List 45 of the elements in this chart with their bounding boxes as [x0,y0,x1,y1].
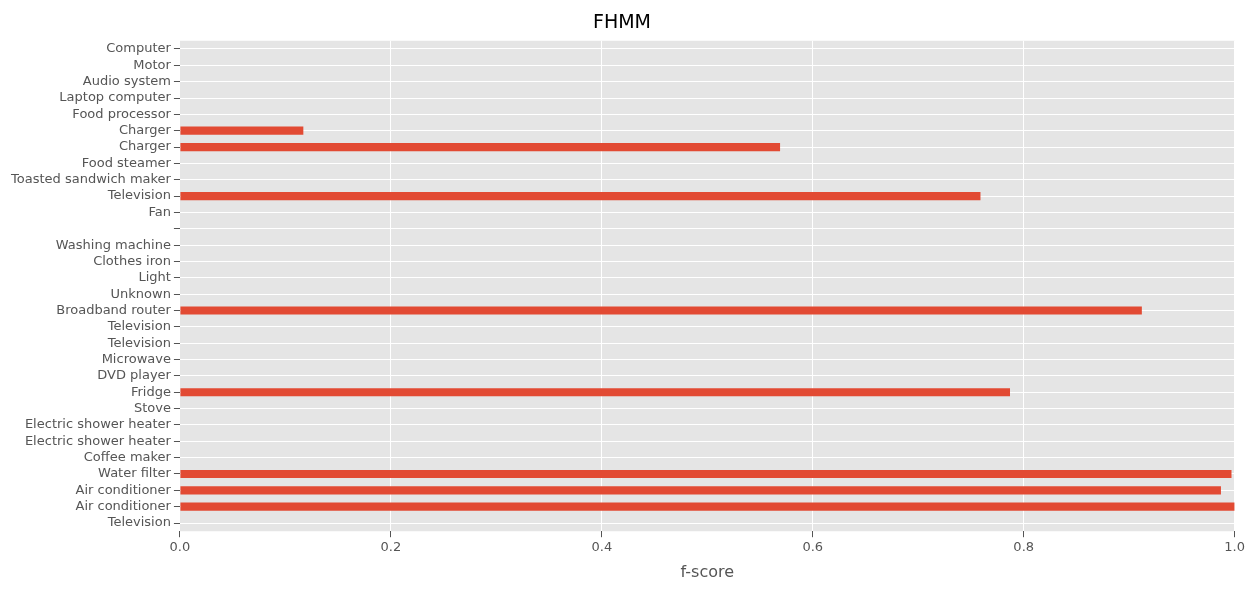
bar [180,126,304,135]
y-tick-label: Charger [118,122,172,138]
y-tick-label: Motor [133,56,172,72]
y-tick-label: Broadband router [56,301,172,317]
y-tick-label: Toasted sandwich maker [10,171,172,187]
bar [180,486,1221,495]
x-tick-label: 0.6 [802,539,824,555]
y-tick-label: Microwave [101,350,171,366]
y-tick-label: Television [106,514,171,530]
bar [180,142,781,152]
y-tick-label: Laptop computer [59,89,172,105]
y-tick-label: Fan [148,203,171,219]
y-tick-label: Audio system [82,73,171,89]
y-tick-label: Fridge [130,383,171,399]
y-tick-label: Washing machine [55,236,171,252]
y-tick-label: Unknown [110,285,171,301]
x-tick-label: 1.0 [1224,539,1246,555]
y-tick-label: Television [106,187,171,203]
y-tick-label: Electric shower heater [24,416,172,432]
x-tick-label: 0.8 [1013,539,1035,555]
x-tick-label: 0.4 [591,539,613,555]
x-tick-label: 0.0 [169,539,191,555]
y-tick-label: Light [138,269,171,285]
bar [180,388,1011,397]
y-tick-label: Television [106,334,171,350]
bar [180,469,1232,479]
bar [180,502,1235,511]
y-tick-label: Food steamer [81,154,172,170]
y-tick-label: Clothes iron [93,252,171,268]
x-tick-label: 0.2 [380,539,402,555]
bar [180,192,981,201]
y-tick-label: Air conditioner [75,498,172,514]
bar [180,306,1142,315]
y-tick-label: DVD player [97,367,172,383]
y-tick-label: Food processor [72,105,172,121]
y-tick-label: Stove [133,399,171,415]
chart-title: FHMM [592,10,652,33]
y-tick-label: Television [106,318,171,334]
y-tick-label: Electric shower heater [24,432,172,448]
y-tick-label: Coffee maker [83,449,172,465]
y-tick-label: Charger [118,138,172,154]
y-tick-label: Computer [106,40,172,56]
y-tick-label: Air conditioner [75,481,172,497]
y-tick-label: Water filter [98,465,172,481]
x-axis-title: f-score [680,561,735,581]
